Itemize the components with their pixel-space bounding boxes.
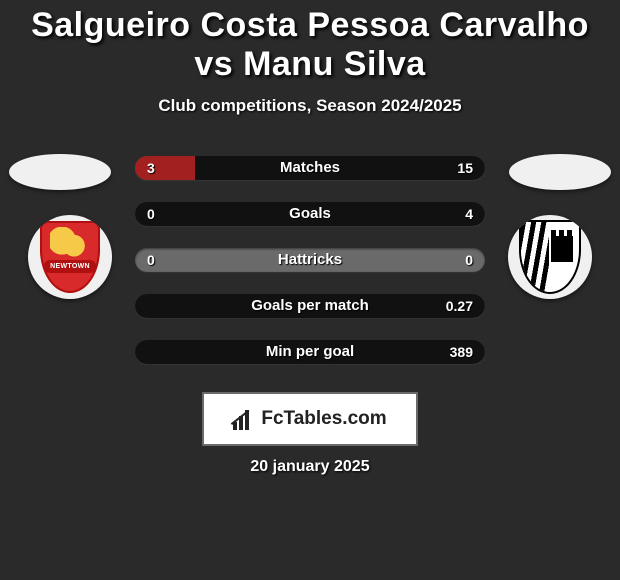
stat-row: Hattricks0 0 bbox=[135, 248, 485, 272]
stat-value-left: 3 bbox=[147, 156, 155, 180]
player-avatar-right bbox=[509, 154, 611, 190]
stat-row: Matches3 15 bbox=[135, 156, 485, 180]
stat-value-left: 0 bbox=[147, 202, 155, 226]
stat-value-right: 389 bbox=[450, 340, 473, 364]
newtown-crest-icon: NEWTOWN bbox=[40, 221, 100, 293]
club-badge-right bbox=[508, 215, 592, 299]
stat-label: Min per goal bbox=[135, 340, 485, 364]
stat-row: Goals0 4 bbox=[135, 202, 485, 226]
footer-brand-text: FcTables.com bbox=[261, 408, 386, 430]
stat-value-right: 0.27 bbox=[446, 294, 473, 318]
stat-value-right: 15 bbox=[457, 156, 473, 180]
stat-row: Goals per match0.27 bbox=[135, 294, 485, 318]
stat-value-right: 0 bbox=[465, 248, 473, 272]
stat-value-right: 4 bbox=[465, 202, 473, 226]
stat-row: Min per goal389 bbox=[135, 340, 485, 364]
comparison-content: NEWTOWN Matches315Goals04Hattricks00Goal… bbox=[0, 156, 620, 364]
guimaraes-crest-icon bbox=[519, 220, 581, 294]
page-title: Salgueiro Costa Pessoa Carvalho vs Manu … bbox=[0, 0, 620, 84]
club-badge-left: NEWTOWN bbox=[28, 215, 112, 299]
stat-bars: Matches315Goals04Hattricks00Goals per ma… bbox=[135, 156, 485, 364]
stat-value-left: 0 bbox=[147, 248, 155, 272]
player-avatar-left bbox=[9, 154, 111, 190]
stat-label: Goals per match bbox=[135, 294, 485, 318]
bar-chart-icon bbox=[233, 408, 255, 430]
stat-label: Hattricks bbox=[135, 248, 485, 272]
stat-label: Matches bbox=[135, 156, 485, 180]
date-line: 20 january 2025 bbox=[0, 458, 620, 476]
subtitle: Club competitions, Season 2024/2025 bbox=[0, 96, 620, 116]
footer-brand-badge: FcTables.com bbox=[202, 392, 418, 446]
stat-label: Goals bbox=[135, 202, 485, 226]
